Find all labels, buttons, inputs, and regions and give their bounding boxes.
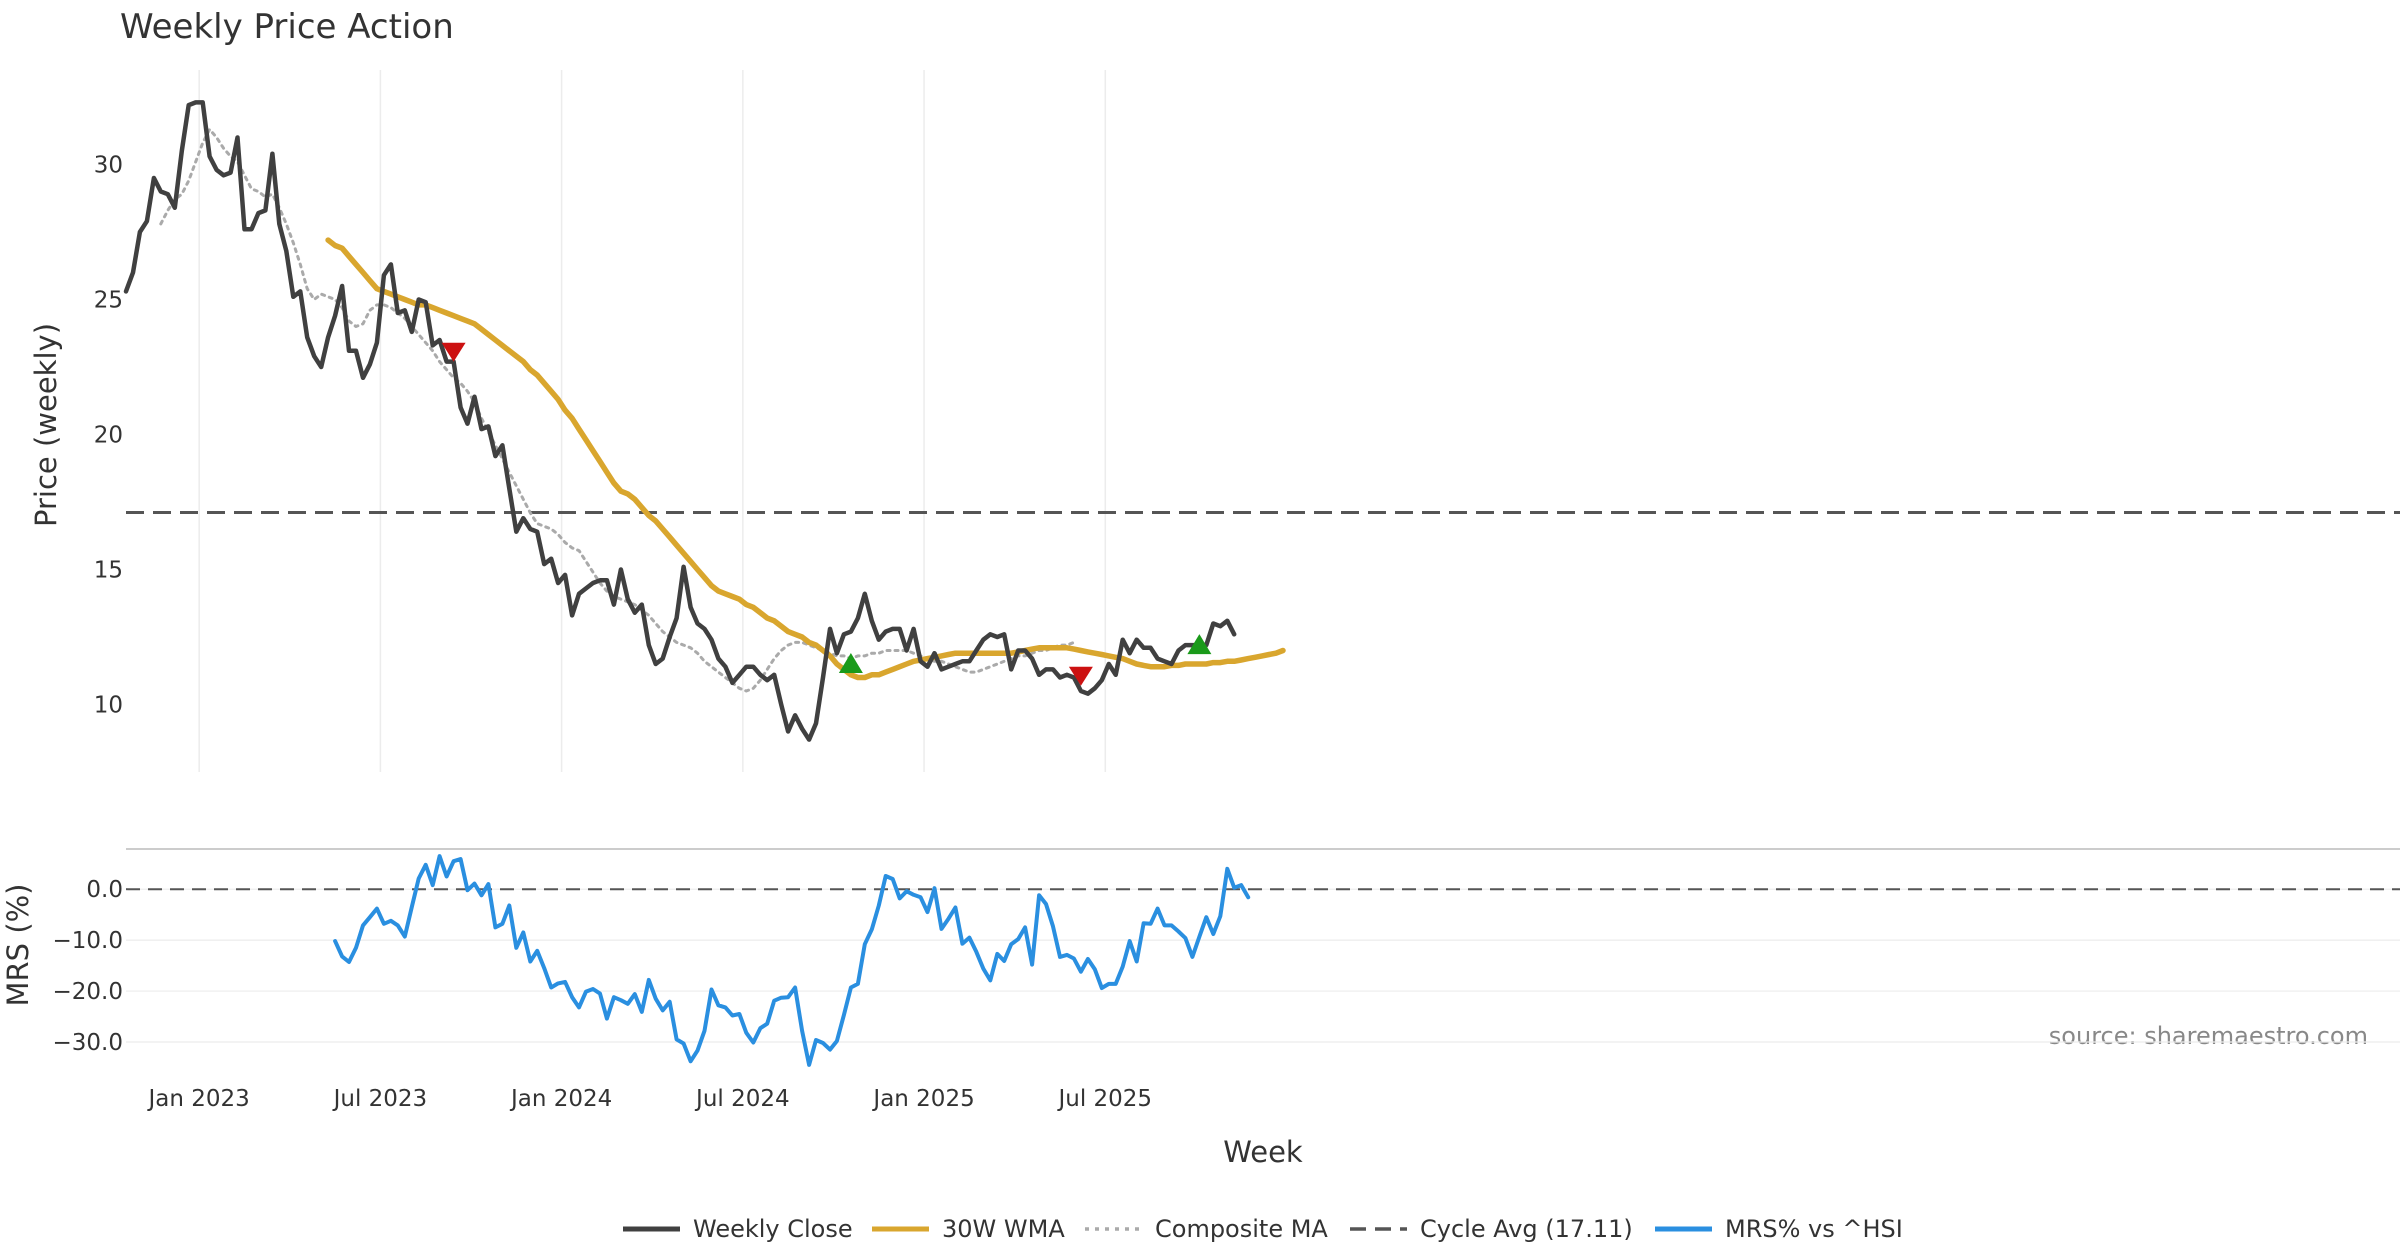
- mrs-axis-title: MRS (%): [1, 884, 35, 1007]
- weekly-close-line: [123, 100, 1237, 742]
- x-tick-label: Jan 2023: [147, 1086, 250, 1112]
- signal-markers: [441, 342, 1212, 686]
- x-tick-label: Jan 2024: [509, 1086, 612, 1112]
- x-tick-label: Jul 2023: [332, 1086, 428, 1112]
- x-axis-title: Week: [1223, 1135, 1303, 1169]
- price-y-tick-label: 20: [94, 423, 123, 449]
- series-layer: [123, 100, 1286, 1067]
- reference-lines: [126, 511, 2400, 891]
- x-tick-label: Jan 2025: [871, 1086, 974, 1112]
- x-tick-label: Jul 2025: [1056, 1086, 1152, 1112]
- sell-signal-marker: [441, 342, 466, 362]
- mrs-y-tick-label: −20.0: [53, 979, 123, 1005]
- grid-layer: [126, 70, 2400, 1043]
- tick-labels: Jan 2023 Jul 2023 Jan 2024 Jul 2024 Jan 2025…: [53, 153, 1153, 1113]
- mrs-y-tick-label: −10.0: [53, 928, 123, 954]
- sell-signal-marker: [1068, 666, 1093, 686]
- legend: Weekly Close 30W WMA Composite MA Cycle Avg…: [623, 1215, 1903, 1243]
- 30w-wma-line: [325, 237, 1286, 681]
- x-tick-label: Jul 2024: [694, 1086, 790, 1112]
- composite-ma-line: [159, 127, 1076, 693]
- mrs-y-tick-label: −30.0: [53, 1030, 123, 1056]
- legend-label-weekly-close: Weekly Close: [693, 1215, 853, 1243]
- price-y-tick-label: 15: [94, 558, 123, 584]
- buy-signal-marker: [1187, 634, 1212, 655]
- legend-label-composite-ma: Composite MA: [1155, 1215, 1328, 1243]
- price-y-tick-label: 25: [94, 288, 123, 314]
- chart-title: Weekly Price Action: [120, 7, 454, 47]
- mrs-y-tick-label: 0.0: [86, 877, 123, 903]
- legend-label-mrs-vs-hsi: MRS% vs ^HSI: [1725, 1215, 1903, 1243]
- legend-label-30w-wma: 30W WMA: [942, 1215, 1065, 1243]
- price-y-tick-label: 30: [94, 153, 123, 179]
- buy-signal-marker: [838, 653, 863, 673]
- mrs-vs-hsi-line: [333, 854, 1251, 1067]
- source-note: source: sharemaestro.com: [2049, 1022, 2368, 1050]
- price-y-tick-label: 10: [94, 693, 123, 719]
- legend-label-cycle-avg-17-11: Cycle Avg (17.11): [1420, 1215, 1633, 1243]
- price-axis-title: Price (weekly): [29, 323, 63, 527]
